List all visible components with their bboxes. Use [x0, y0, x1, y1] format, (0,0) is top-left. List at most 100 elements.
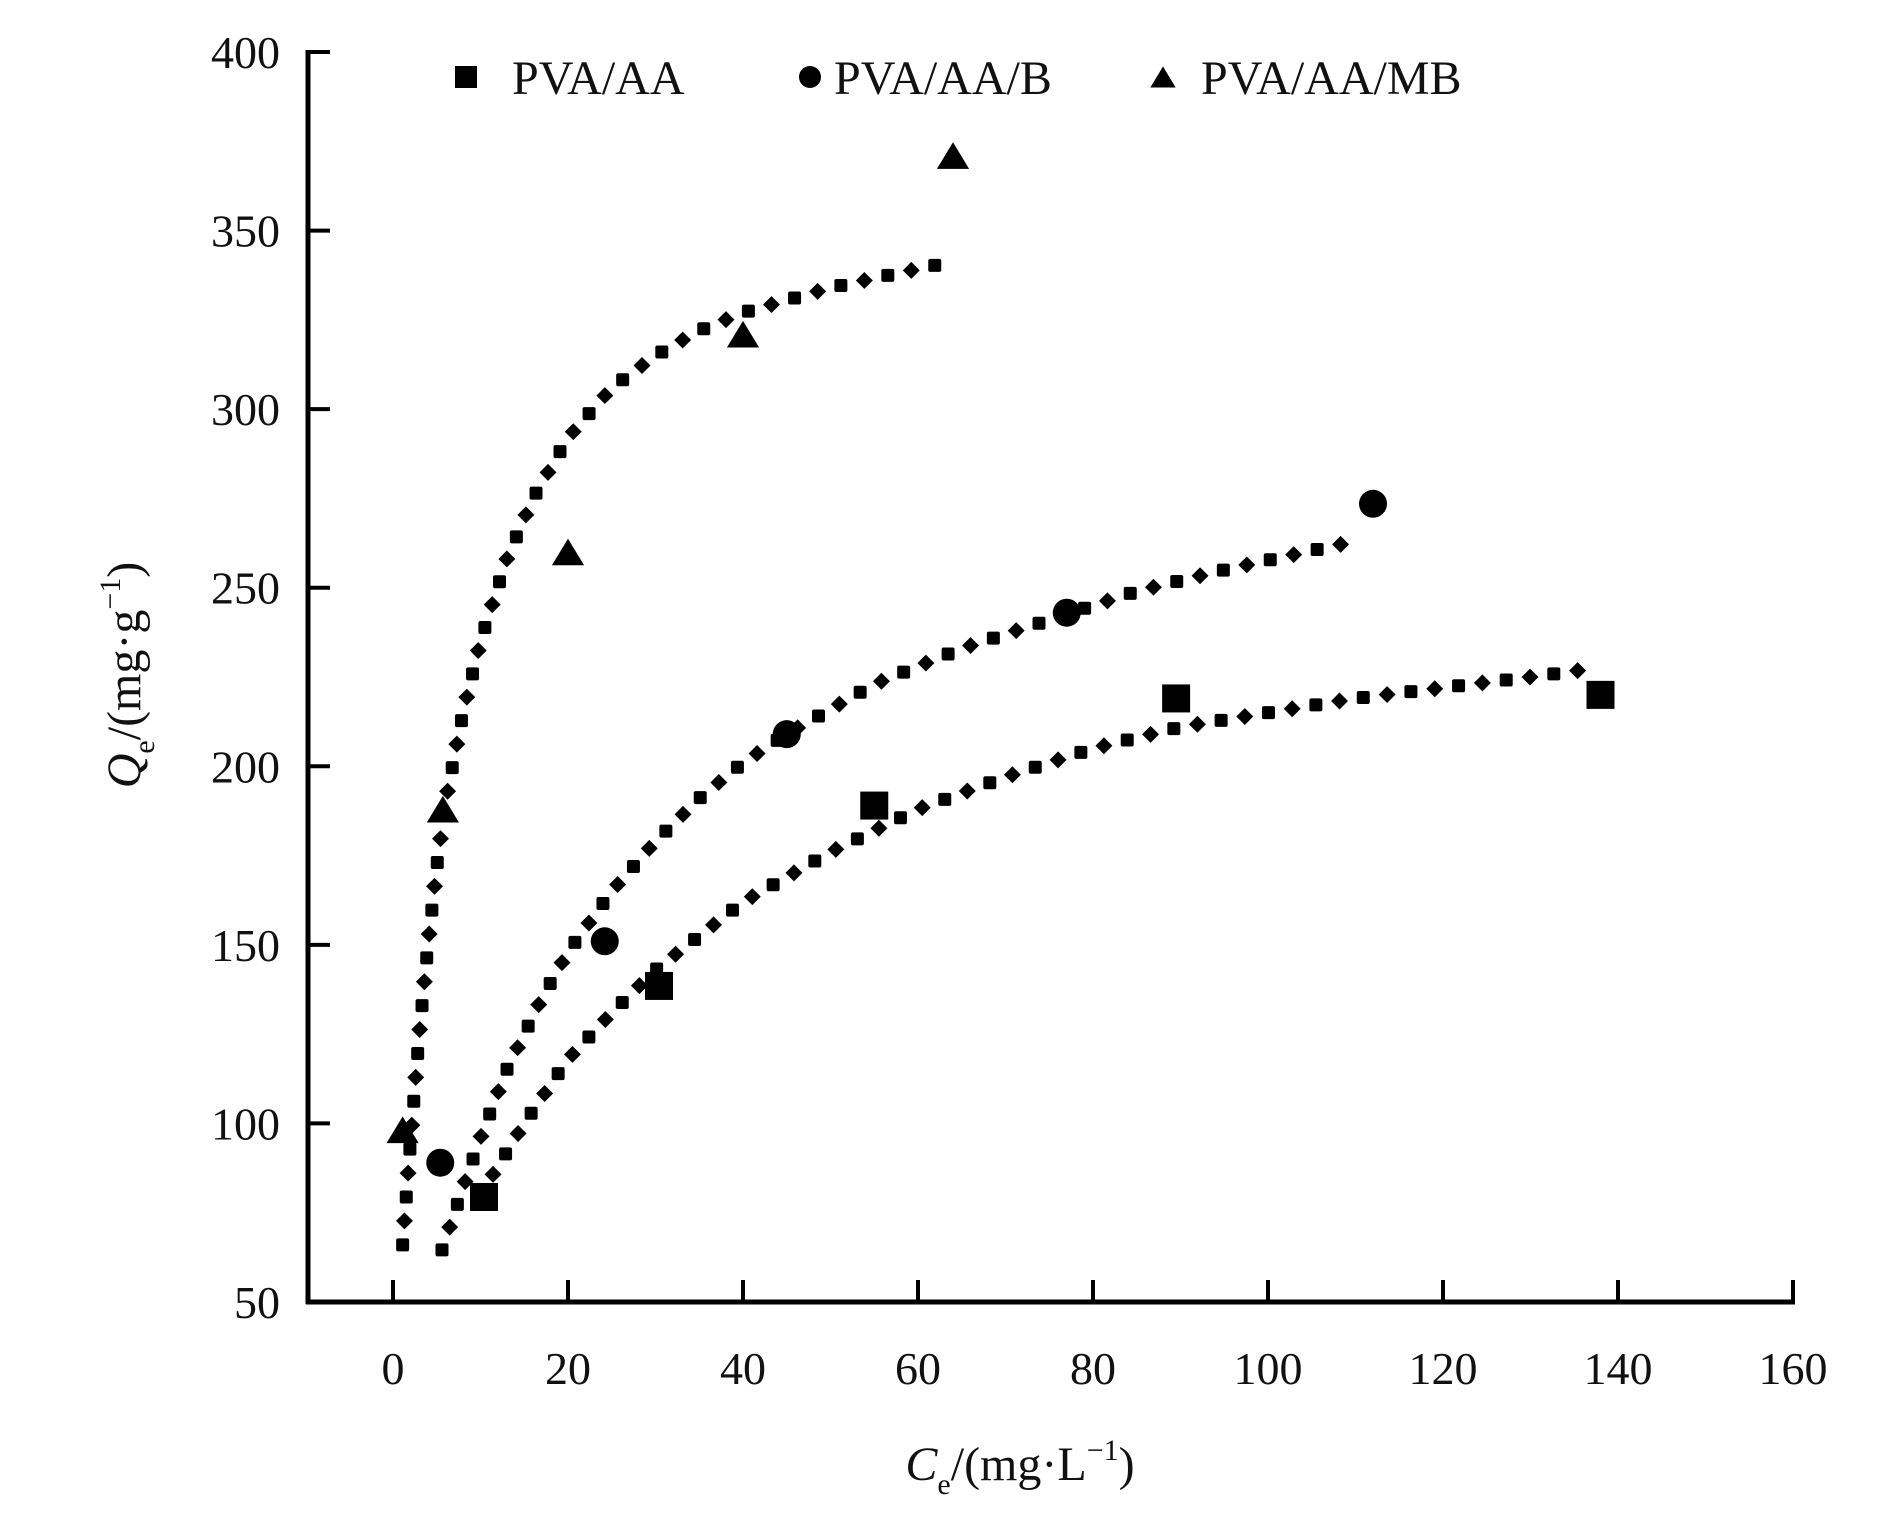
- fit-dot: [743, 888, 761, 906]
- fit-dot: [441, 1218, 459, 1236]
- fit-dot: [609, 876, 627, 894]
- data-point-triangle: [551, 538, 585, 566]
- fit-dot: [1007, 622, 1025, 640]
- data-point-triangle: [426, 795, 459, 823]
- fit-dot: [1188, 715, 1206, 733]
- fit-dot: [674, 805, 692, 823]
- fit-dot: [1499, 673, 1513, 687]
- fit-dot: [1095, 737, 1113, 755]
- fit-dot: [1142, 725, 1160, 743]
- fit-dot: [596, 1011, 614, 1028]
- data-point-triangle: [726, 320, 760, 348]
- fit-dot: [483, 1107, 497, 1121]
- fit-dot: [553, 445, 567, 459]
- y-axis-title-close: ): [98, 562, 151, 578]
- fit-dot: [517, 506, 535, 524]
- fit-dot: [432, 830, 449, 848]
- y-tick-label: 300: [211, 384, 280, 435]
- fit-dot: [411, 1021, 429, 1039]
- fit-dot: [850, 832, 864, 846]
- data-point-circle: [1359, 489, 1387, 518]
- fit-dot: [1521, 668, 1539, 686]
- fit-dot: [697, 322, 711, 336]
- x-axis-title: Ce/(mg·L−1): [905, 1434, 1134, 1501]
- fit-dot: [1283, 700, 1301, 718]
- y-axis-title-unit: /(mg·g: [98, 610, 151, 741]
- data-point-circle: [1052, 598, 1081, 627]
- data-point-triangle: [936, 142, 970, 169]
- fit-dot: [633, 356, 651, 374]
- fit-dot: [425, 903, 439, 917]
- fit-dot: [1074, 745, 1088, 759]
- legend-label: PVA/AA/MB: [1201, 52, 1462, 105]
- fit-dot: [1331, 692, 1349, 710]
- fit-dot: [986, 631, 1000, 645]
- fit-curve-pva-aa: [474, 662, 1587, 1202]
- fit-dot: [509, 530, 523, 544]
- fit-dot: [717, 311, 735, 329]
- y-tick-label: 350: [211, 206, 280, 257]
- fit-dot: [941, 647, 955, 661]
- fit-dot: [1236, 708, 1254, 725]
- fit-dot: [484, 1165, 502, 1183]
- legend-marker-square-icon: [455, 66, 477, 88]
- fit-dot: [582, 1030, 596, 1044]
- fit-dot: [667, 945, 685, 963]
- x-tick-label: 60: [895, 1343, 941, 1394]
- fit-dot: [913, 799, 931, 817]
- fit-dot: [830, 695, 848, 713]
- data-point-triangle: [386, 1116, 419, 1144]
- fit-dot: [725, 903, 739, 917]
- fit-dot: [881, 268, 895, 282]
- fit-dot: [1547, 667, 1561, 681]
- y-tick-label: 100: [211, 1098, 280, 1149]
- fit-dot: [855, 271, 873, 289]
- fit-dot: [395, 1212, 413, 1230]
- y-tick-label: 200: [211, 741, 280, 792]
- fit-dot: [430, 855, 444, 869]
- fit-dot: [870, 819, 888, 837]
- fit-dot: [693, 791, 707, 805]
- y-tick-label: 400: [211, 27, 280, 78]
- fit-dot: [524, 1106, 538, 1120]
- fit-dot: [399, 1190, 413, 1204]
- fit-dot: [640, 839, 658, 857]
- fit-dot: [1285, 546, 1303, 564]
- x-tick-label: 40: [720, 1343, 766, 1394]
- fit-curves: [395, 258, 1587, 1257]
- fit-dot: [1426, 680, 1444, 698]
- legend-item-pva-aa-b: PVA/AA/B: [799, 52, 1052, 105]
- fit-dot: [439, 782, 457, 800]
- data-point-square: [645, 971, 673, 1000]
- axes: 50 100 150 200 250 300 350 400 0 20 40 60 80 100 120 14…: [211, 27, 1828, 1394]
- legend-item-pva-aa-mb: PVA/AA/MB: [1150, 52, 1462, 105]
- fit-dot: [489, 1083, 507, 1101]
- legend-label: PVA/AA/B: [834, 52, 1052, 105]
- fit-curve-pva-aa-b: [435, 535, 1350, 1257]
- fit-dot: [808, 854, 822, 868]
- fit-dot: [596, 896, 610, 910]
- fit-dot: [1049, 751, 1067, 769]
- fit-dot: [659, 824, 673, 838]
- x-axis-title-close: ): [1119, 1438, 1135, 1491]
- fit-dot: [472, 1127, 490, 1145]
- x-tick-label: 120: [1409, 1343, 1478, 1394]
- fit-dot: [928, 258, 942, 272]
- fit-dot: [435, 1243, 449, 1257]
- fit-dot: [741, 304, 755, 318]
- fit-dot: [809, 282, 827, 300]
- fit-dot: [1569, 662, 1587, 680]
- fit-dot: [450, 1197, 464, 1211]
- axis-titles: Ce/(mg·L−1) Qe/(mg·g−1): [94, 562, 1135, 1501]
- y-axis-title-sub: e: [128, 740, 161, 753]
- data-point-circle: [426, 1148, 455, 1177]
- fit-dot: [1032, 616, 1046, 630]
- fit-dot: [710, 773, 728, 791]
- fit-dot: [529, 486, 543, 500]
- fit-dot: [958, 782, 976, 800]
- fit-dot: [705, 916, 723, 934]
- x-axis-title-unit: /(mg·L: [951, 1438, 1087, 1491]
- fit-dot: [582, 407, 596, 421]
- fit-dot: [426, 877, 444, 895]
- fit-dot: [543, 977, 557, 991]
